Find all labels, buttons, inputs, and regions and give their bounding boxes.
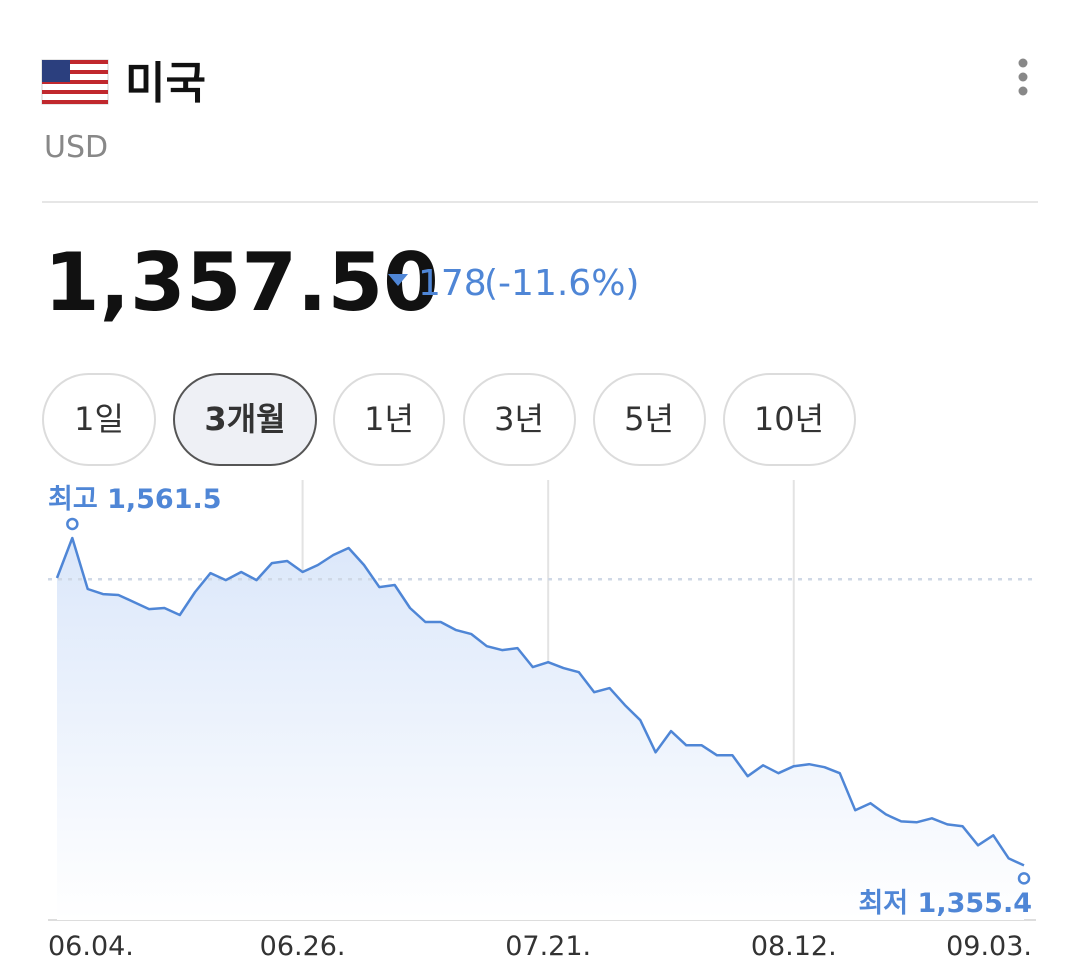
x-tick-label: 06.26. bbox=[260, 931, 346, 962]
price-change: 178 bbox=[418, 263, 487, 304]
tab-label[interactable]: 5년 bbox=[624, 400, 674, 438]
tab[interactable] bbox=[463, 373, 576, 466]
tab-label[interactable]: 3년 bbox=[494, 400, 544, 438]
currency-code: USD bbox=[44, 130, 108, 165]
tabs: 1일 3개월 1년 3년 5년 10년 bbox=[42, 373, 856, 466]
price-line bbox=[55, 536, 1025, 867]
tab-label[interactable]: 1년 bbox=[364, 400, 414, 438]
price: 1,357.50 bbox=[44, 236, 439, 329]
x-tick-label: 06.04. bbox=[48, 931, 134, 962]
x-tick-label: 09.03. bbox=[946, 931, 1032, 962]
tab[interactable] bbox=[42, 373, 156, 466]
tab[interactable] bbox=[593, 373, 706, 466]
tab[interactable] bbox=[723, 373, 856, 466]
flag bbox=[41, 59, 109, 105]
more-menu[interactable] bbox=[1018, 58, 1028, 96]
tab-label[interactable]: 10년 bbox=[754, 400, 824, 438]
x-tick-label: 08.12. bbox=[751, 931, 837, 962]
high-marker bbox=[66, 517, 79, 531]
low-marker bbox=[1017, 872, 1031, 885]
country-title: 미국 bbox=[125, 58, 206, 109]
low-label: 최저 1,355.4 bbox=[858, 888, 1032, 919]
area-fill bbox=[57, 538, 1024, 920]
tab-active[interactable] bbox=[173, 373, 317, 466]
tab[interactable] bbox=[333, 373, 445, 466]
tab-label[interactable]: 3개월 bbox=[204, 400, 285, 438]
x-tick-label: 07.21. bbox=[505, 931, 591, 962]
chart: 06.04. 06.26. 07.21. 08.12. 09.03. 최고 1,561.5… bbox=[48, 480, 1036, 962]
tab-label[interactable]: 1일 bbox=[74, 400, 124, 438]
high-label: 최고 1,561.5 bbox=[48, 484, 222, 515]
price-change-pct: (-11.6%) bbox=[484, 263, 639, 304]
down-arrow bbox=[388, 274, 408, 286]
